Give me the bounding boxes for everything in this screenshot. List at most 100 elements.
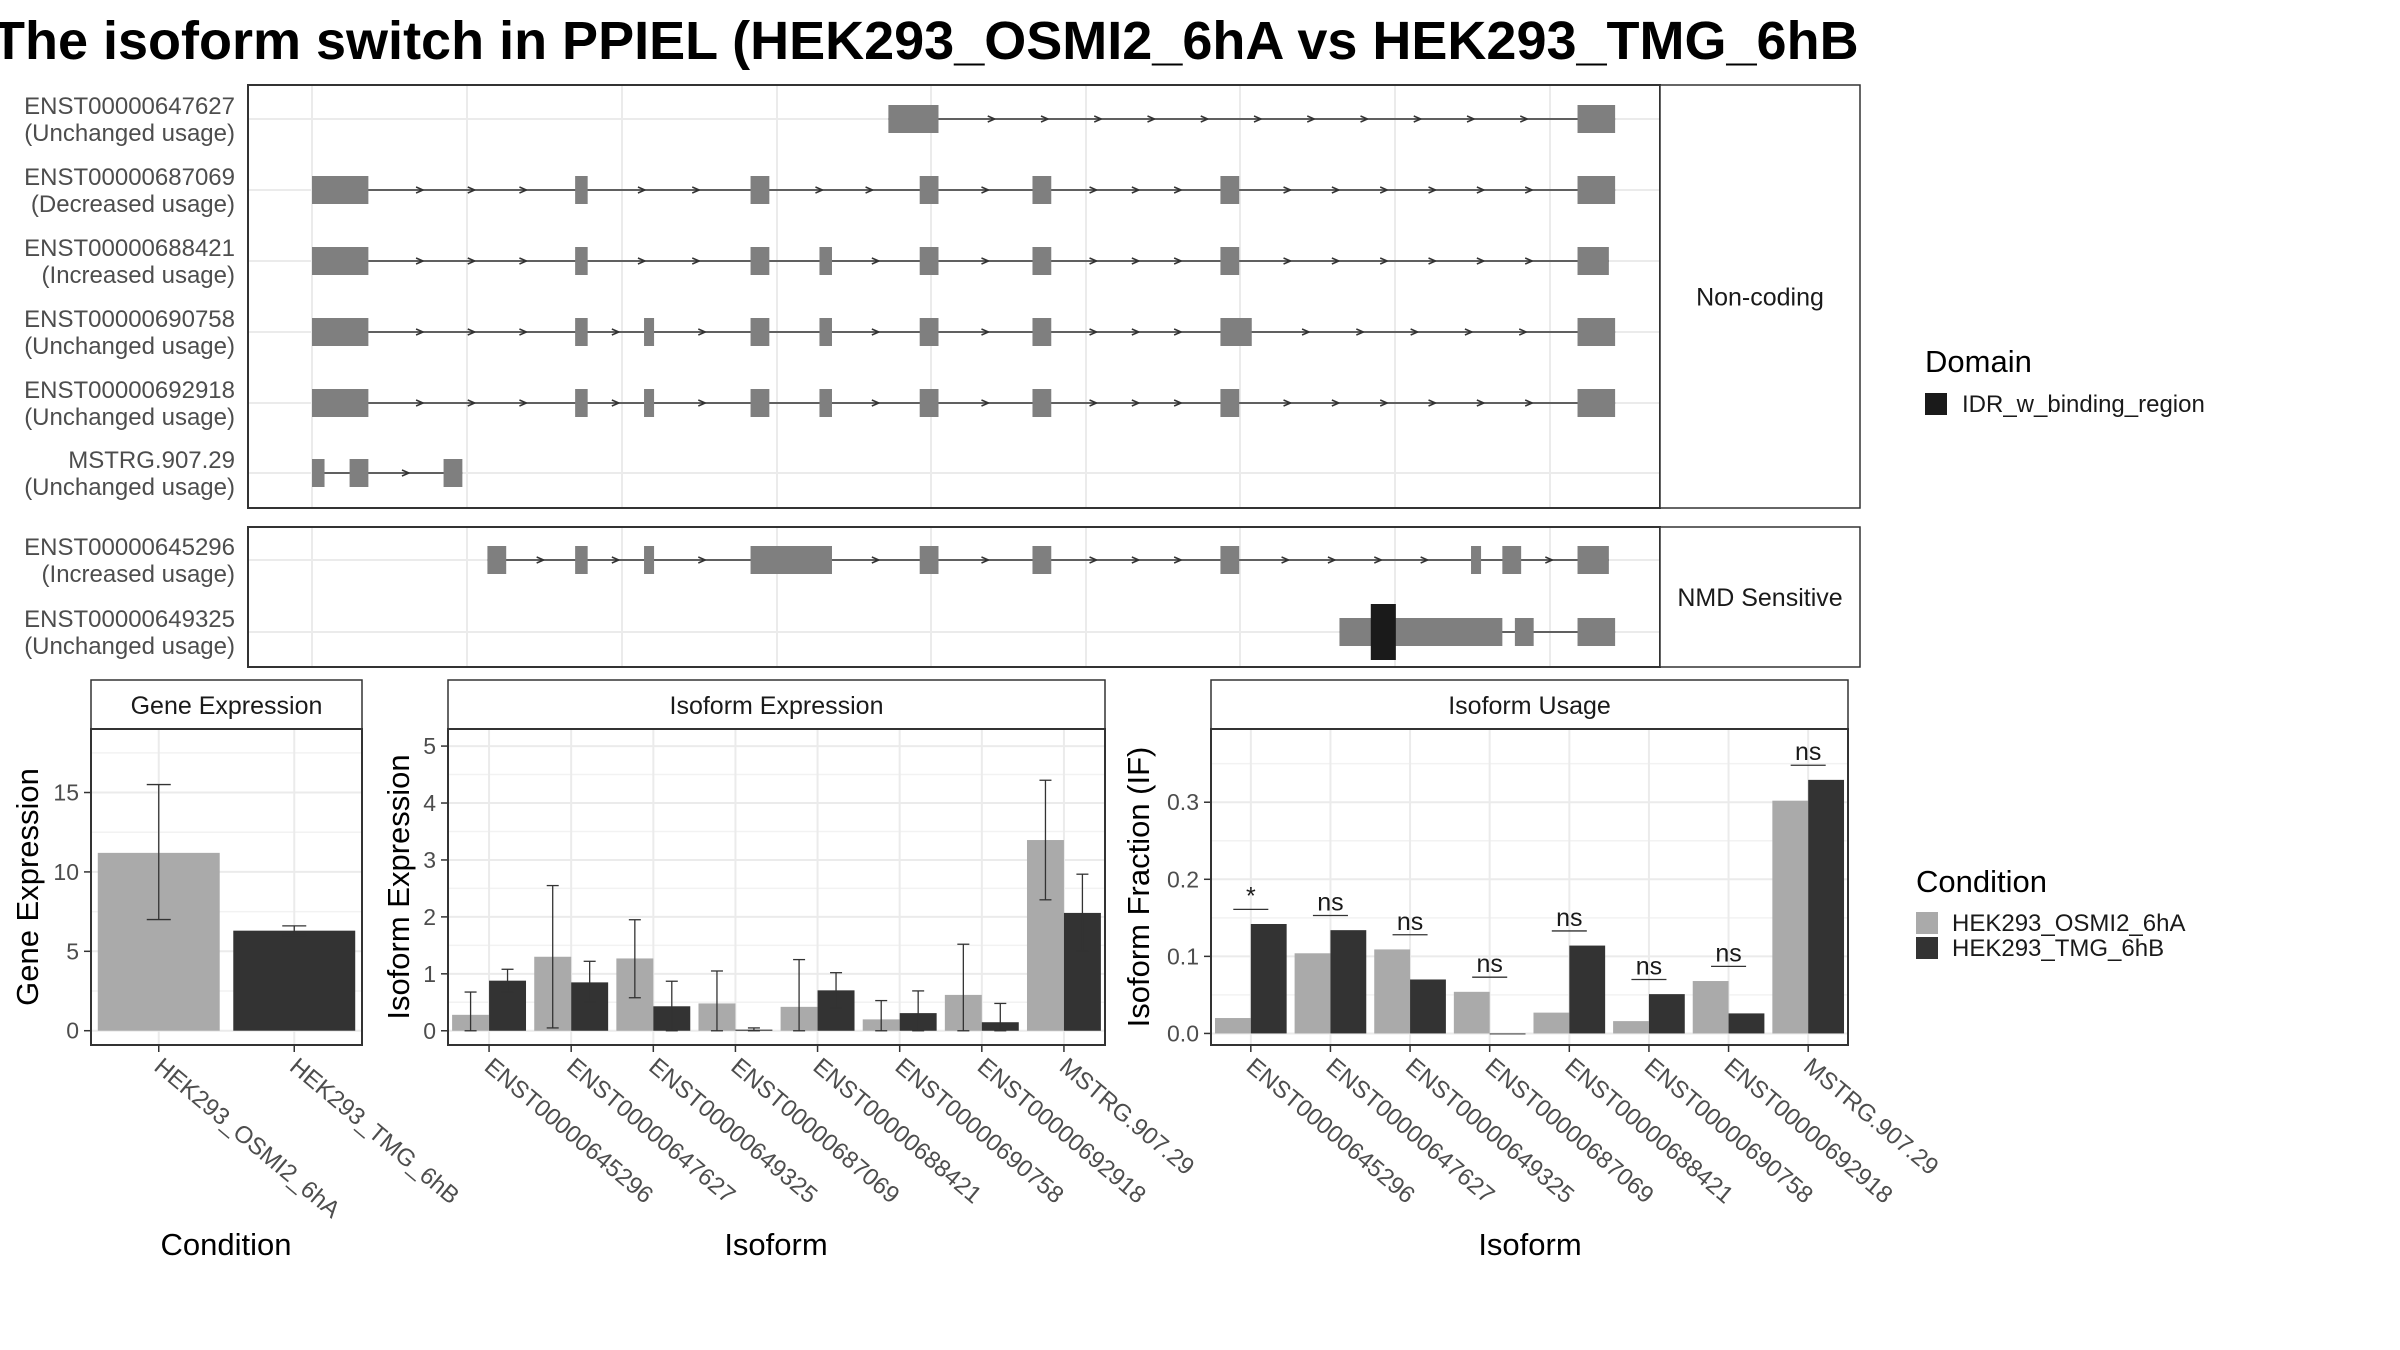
exon-block: [1220, 247, 1240, 275]
direction-arrow: [1524, 399, 1535, 407]
exon-block: [644, 318, 655, 346]
direction-arrow: [1301, 328, 1311, 336]
bar: [1410, 979, 1446, 1034]
y-tick-label: 0: [66, 1018, 79, 1044]
condition-legend-label: HEK293_TMG_6hB: [1952, 935, 2164, 962]
direction-arrow: [871, 399, 881, 407]
bar: [1250, 923, 1287, 1034]
bar: [1489, 1033, 1526, 1035]
direction-arrow: [415, 328, 425, 336]
transcript-id-label: ENST00000688421: [24, 235, 235, 262]
structure-strip: [1659, 526, 1861, 668]
condition-legend-key: [1916, 937, 1938, 959]
direction-arrow: [1283, 186, 1293, 194]
direction-arrow: [1089, 328, 1099, 336]
direction-arrow: [1413, 115, 1423, 123]
significance-label: ns: [1795, 738, 1821, 766]
direction-arrow: [1428, 186, 1438, 194]
exon-block: [312, 389, 369, 417]
exon-block: [1502, 546, 1522, 574]
exon-block: [443, 459, 463, 487]
y-tick-label: 3: [423, 847, 436, 873]
x-tick-label: MSTRG.907.29: [1798, 1053, 1943, 1181]
transcript-id-label: ENST00000690758: [24, 306, 235, 333]
bar: [1648, 994, 1685, 1034]
exon-block: [644, 546, 655, 574]
domain-block: [1370, 604, 1396, 660]
transcript-id-label: ENST00000692918: [24, 377, 235, 404]
direction-arrow: [981, 257, 991, 265]
transcript-usage-label: (Unchanged usage): [24, 333, 235, 360]
bar: [1294, 953, 1331, 1034]
direction-arrow: [401, 469, 411, 477]
direction-arrow: [1466, 115, 1476, 123]
y-tick-label: 5: [423, 733, 436, 759]
direction-arrow: [1173, 328, 1184, 336]
direction-arrow: [1131, 399, 1141, 407]
direction-arrow: [1131, 556, 1141, 564]
exon-block: [312, 247, 369, 275]
exon-block: [1220, 176, 1240, 204]
direction-arrow: [1147, 115, 1157, 123]
exon-block: [487, 546, 507, 574]
bar: [233, 930, 356, 1031]
exon-block: [1577, 105, 1616, 133]
x-axis-title: Isoform: [1478, 1227, 1581, 1262]
exon-block: [819, 389, 832, 417]
structure-panel-background: [248, 85, 1660, 508]
direction-arrow: [1089, 556, 1099, 564]
direction-arrow: [981, 328, 991, 336]
bar: [1374, 949, 1411, 1034]
transcript-id-label: MSTRG.907.29: [68, 447, 235, 474]
structure-strip-label: NMD Sensitive: [1677, 584, 1842, 612]
direction-arrow: [467, 399, 477, 407]
condition-legend-title: Condition: [1916, 864, 2047, 899]
exon-block: [1339, 618, 1503, 646]
x-axis-title: Isoform: [724, 1227, 827, 1262]
exon-block: [1032, 247, 1052, 275]
significance-label: ns: [1715, 939, 1741, 967]
direction-arrow: [1420, 556, 1430, 564]
y-tick-label: 0.3: [1167, 789, 1199, 815]
exon-block: [1577, 618, 1616, 646]
direction-arrow: [415, 399, 425, 407]
bar: [1569, 945, 1606, 1034]
exon-block: [575, 318, 588, 346]
exon-block: [1032, 546, 1052, 574]
condition-legend-key: [1916, 912, 1938, 934]
exon-block: [1577, 318, 1616, 346]
direction-arrow: [467, 328, 477, 336]
transcript-usage-label: (Unchanged usage): [24, 633, 235, 660]
exon-block: [1577, 546, 1609, 574]
direction-arrow: [698, 399, 708, 407]
direction-arrow: [1410, 328, 1420, 336]
significance-label: ns: [1556, 904, 1582, 932]
direction-arrow: [1374, 556, 1384, 564]
direction-arrow: [1253, 115, 1263, 123]
direction-arrow: [691, 257, 702, 265]
direction-arrow: [1518, 328, 1529, 336]
exon-block: [1577, 176, 1616, 204]
exon-block: [644, 389, 655, 417]
direction-arrow: [1428, 257, 1438, 265]
direction-arrow: [865, 186, 875, 194]
direction-arrow: [1464, 328, 1474, 336]
exon-block: [575, 247, 588, 275]
direction-arrow: [1379, 399, 1390, 407]
y-tick-label: 0: [423, 1018, 436, 1044]
direction-arrow: [1173, 257, 1184, 265]
direction-arrow: [1379, 186, 1390, 194]
direction-arrow: [1379, 257, 1390, 265]
bar: [1214, 1018, 1251, 1034]
direction-arrow: [1331, 399, 1341, 407]
direction-arrow: [981, 399, 991, 407]
direction-arrow: [1476, 399, 1486, 407]
direction-arrow: [536, 556, 546, 564]
direction-arrow: [637, 186, 647, 194]
direction-arrow: [1360, 115, 1370, 123]
direction-arrow: [467, 257, 477, 265]
direction-arrow: [871, 257, 881, 265]
y-tick-label: 15: [53, 780, 79, 806]
x-axis-title: Condition: [161, 1227, 292, 1262]
